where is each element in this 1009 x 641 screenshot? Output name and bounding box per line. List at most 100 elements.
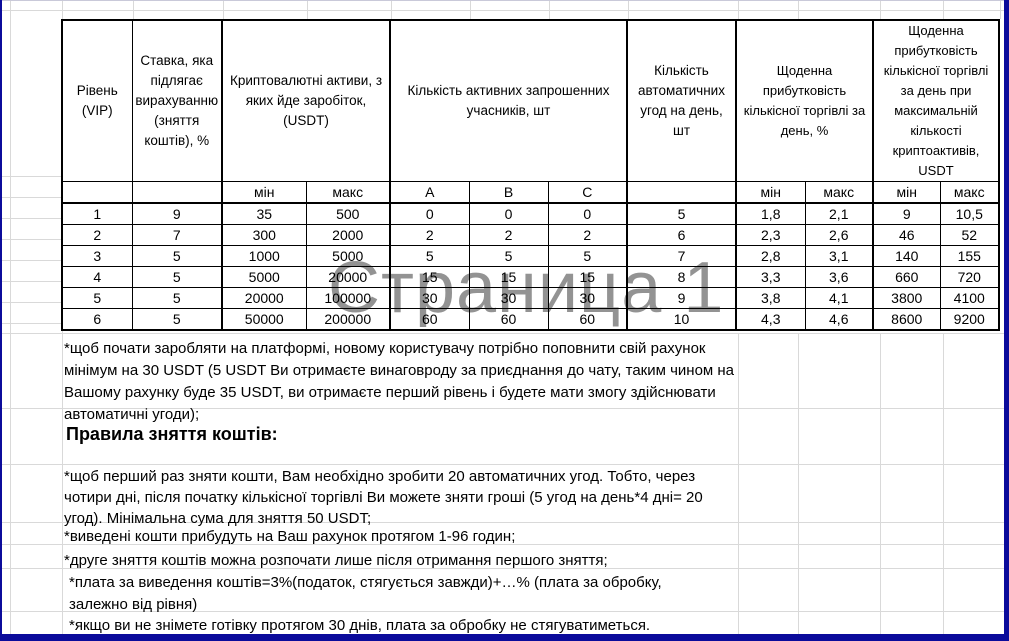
table-cell[interactable]	[626, 181, 737, 204]
table-cell[interactable]: 9	[872, 202, 941, 225]
table-cell[interactable]: 660	[872, 266, 941, 288]
subheader-max[interactable]: макс	[939, 181, 1000, 204]
table-cell[interactable]: 3	[61, 245, 133, 267]
table-cell[interactable]: 20000	[305, 266, 391, 288]
table-cell[interactable]: 30	[547, 287, 628, 309]
table-cell[interactable]: 155	[939, 245, 1000, 267]
note-first-withdrawal[interactable]: *щоб перший раз зняти кошти, Вам необхід…	[64, 468, 703, 527]
table-cell[interactable]: 5000	[221, 266, 307, 288]
header-level[interactable]: Рівень (VIP)	[61, 19, 133, 182]
table-cell[interactable]: 100000	[305, 287, 391, 309]
table-cell[interactable]: 5	[131, 245, 223, 267]
gridline	[0, 281, 61, 282]
header-rate[interactable]: Ставка, яка підлягає вирахуванню (зняття…	[131, 19, 223, 182]
table-cell[interactable]: 4100	[939, 287, 1000, 309]
note-no-fee[interactable]: *якщо ви не знімете готівку протягом 30 …	[69, 617, 651, 634]
subheader-min[interactable]: мін	[872, 181, 941, 204]
table-cell[interactable]: 20000	[221, 287, 307, 309]
header-auto-deals[interactable]: Кількість автоматичних угод на день, шт	[626, 19, 737, 182]
table-cell[interactable]: 2,6	[804, 224, 874, 246]
table-cell[interactable]: 6	[61, 308, 133, 331]
table-cell[interactable]: 35	[221, 202, 307, 225]
table-cell[interactable]: 2,8	[735, 245, 806, 267]
table-cell[interactable]: 30	[468, 287, 549, 309]
note-arrival-time[interactable]: *виведені кошти прибудуть на Ваш рахунок…	[64, 528, 516, 545]
table-cell[interactable]: 0	[389, 202, 470, 225]
table-cell[interactable]: 8600	[872, 308, 941, 331]
table-cell[interactable]: 2	[468, 224, 549, 246]
table-cell[interactable]: 15	[389, 266, 470, 288]
subheader-max[interactable]: макс	[804, 181, 874, 204]
table-cell[interactable]	[131, 181, 223, 204]
table-cell[interactable]: 9200	[939, 308, 1000, 331]
table-cell[interactable]: 720	[939, 266, 1000, 288]
table-cell[interactable]: 6	[626, 224, 737, 246]
table-cell[interactable]: 5	[389, 245, 470, 267]
table-cell[interactable]: 4,3	[735, 308, 806, 331]
header-daily-profit-pct[interactable]: Щоденна прибутковість кількісної торгівл…	[735, 19, 874, 182]
table-cell[interactable]: 9	[131, 202, 223, 225]
table-cell[interactable]: 3,8	[735, 287, 806, 309]
table-cell[interactable]: 1	[61, 202, 133, 225]
subheader-c[interactable]: C	[547, 181, 628, 204]
header-invited[interactable]: Кількість активних запрошенних учасників…	[389, 19, 628, 182]
header-crypto-assets[interactable]: Криптовалютні активи, з яких йде заробіт…	[221, 19, 391, 182]
table-cell[interactable]: 8	[626, 266, 737, 288]
table-cell[interactable]: 5000	[305, 245, 391, 267]
table-cell[interactable]: 1000	[221, 245, 307, 267]
table-cell[interactable]: 30	[389, 287, 470, 309]
table-cell[interactable]: 10	[626, 308, 737, 331]
table-cell[interactable]: 15	[468, 266, 549, 288]
table-cell[interactable]: 9	[626, 287, 737, 309]
table-cell[interactable]: 2,1	[804, 202, 874, 225]
table-cell[interactable]: 52	[939, 224, 1000, 246]
table-cell[interactable]: 200000	[305, 308, 391, 331]
table-cell[interactable]: 5	[468, 245, 549, 267]
table-cell[interactable]: 2	[547, 224, 628, 246]
table-cell[interactable]: 2,3	[735, 224, 806, 246]
table-cell[interactable]: 60	[547, 308, 628, 331]
table-cell[interactable]: 50000	[221, 308, 307, 331]
table-cell[interactable]: 46	[872, 224, 941, 246]
table-cell[interactable]: 0	[547, 202, 628, 225]
table-cell[interactable]: 15	[547, 266, 628, 288]
table-cell[interactable]: 60	[389, 308, 470, 331]
table-cell[interactable]: 3,6	[804, 266, 874, 288]
table-cell[interactable]: 3,1	[804, 245, 874, 267]
table-cell[interactable]: 1,8	[735, 202, 806, 225]
table-cell[interactable]: 140	[872, 245, 941, 267]
table-cell[interactable]: 4,6	[804, 308, 874, 331]
subheader-min[interactable]: мін	[735, 181, 806, 204]
table-cell[interactable]: 5	[61, 287, 133, 309]
table-cell[interactable]: 5	[131, 308, 223, 331]
note-fees[interactable]: *плата за виведення коштів=3%(податок, с…	[69, 574, 662, 613]
subheader-a[interactable]: A	[389, 181, 470, 204]
table-cell[interactable]: 3,3	[735, 266, 806, 288]
table-cell[interactable]: 5	[131, 266, 223, 288]
subheader-b[interactable]: B	[468, 181, 549, 204]
table-cell[interactable]: 7	[626, 245, 737, 267]
table-row: 6 5 50000 200000 60 60 60 10 4,3 4,6 860…	[61, 308, 1000, 331]
table-cell[interactable]: 300	[221, 224, 307, 246]
note-second-withdrawal[interactable]: *друге зняття коштів можна розпочати лиш…	[64, 552, 608, 569]
table-cell[interactable]: 5	[131, 287, 223, 309]
table-cell[interactable]: 5	[626, 202, 737, 225]
table-cell[interactable]: 7	[131, 224, 223, 246]
table-cell[interactable]: 5	[547, 245, 628, 267]
withdrawal-rules-heading[interactable]: Правила зняття коштів:	[66, 424, 278, 444]
table-cell[interactable]	[61, 181, 133, 204]
header-daily-profit-max[interactable]: Щоденна прибутковість кількісної торгівл…	[872, 19, 1000, 182]
subheader-max[interactable]: макс	[305, 181, 391, 204]
table-cell[interactable]: 0	[468, 202, 549, 225]
table-cell[interactable]: 2000	[305, 224, 391, 246]
table-cell[interactable]: 4,1	[804, 287, 874, 309]
table-cell[interactable]: 2	[61, 224, 133, 246]
table-cell[interactable]: 3800	[872, 287, 941, 309]
subheader-min[interactable]: мін	[221, 181, 307, 204]
table-cell[interactable]: 60	[468, 308, 549, 331]
table-cell[interactable]: 10,5	[939, 202, 1000, 225]
table-cell[interactable]: 2	[389, 224, 470, 246]
table-cell[interactable]: 500	[305, 202, 391, 225]
note-deposit[interactable]: *щоб почати заробляти на платформі, ново…	[64, 340, 735, 423]
table-cell[interactable]: 4	[61, 266, 133, 288]
